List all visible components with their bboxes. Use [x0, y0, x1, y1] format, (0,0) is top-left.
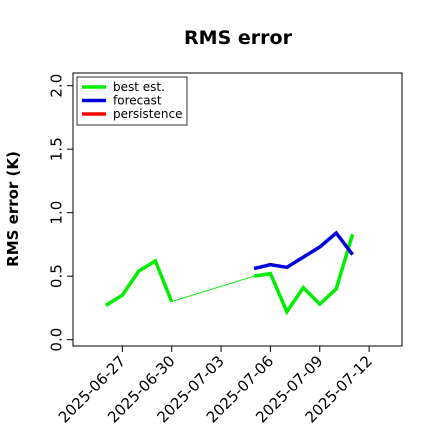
series-line-best-est — [253, 233, 355, 316]
y-tick-label: 0.5 — [47, 264, 65, 288]
y-tick-label: 0.0 — [47, 328, 65, 352]
legend-label: forecast — [113, 94, 162, 108]
x-ticks: 2025-06-272025-06-302025-07-032025-07-06… — [55, 346, 376, 426]
series-line-forecast — [253, 230, 354, 271]
y-axis-label: RMS error (K) — [4, 151, 22, 267]
y-tick-label: 1.0 — [47, 201, 65, 225]
plot-frame — [72, 72, 403, 347]
chart-title: RMS error — [184, 27, 293, 49]
legend-label: best est. — [113, 80, 165, 94]
y-tick-label: 2.0 — [47, 74, 65, 98]
series-layer — [104, 230, 355, 316]
series-line-best-est — [171, 275, 255, 303]
y-tick-label: 1.5 — [47, 137, 65, 161]
series-line-best-est — [104, 258, 174, 307]
legend-label: persistence — [113, 107, 182, 121]
y-ticks: 0.0 0.5 1.0 1.5 2.0 — [47, 74, 73, 352]
